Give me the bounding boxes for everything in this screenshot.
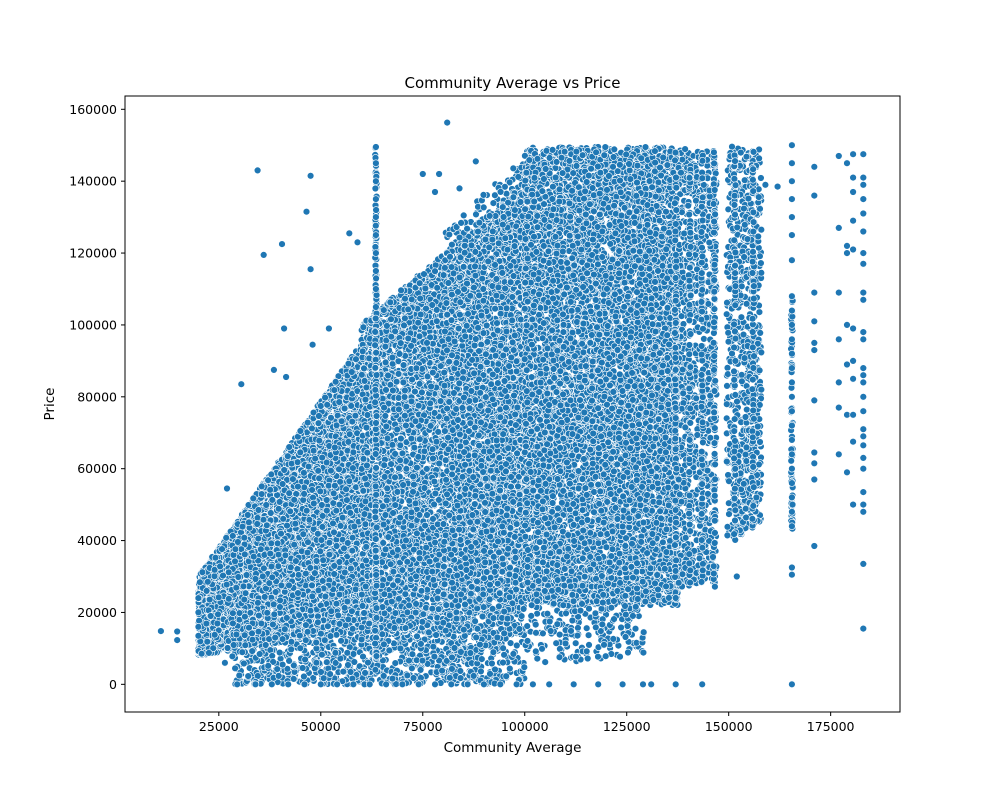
data-point — [349, 534, 356, 541]
